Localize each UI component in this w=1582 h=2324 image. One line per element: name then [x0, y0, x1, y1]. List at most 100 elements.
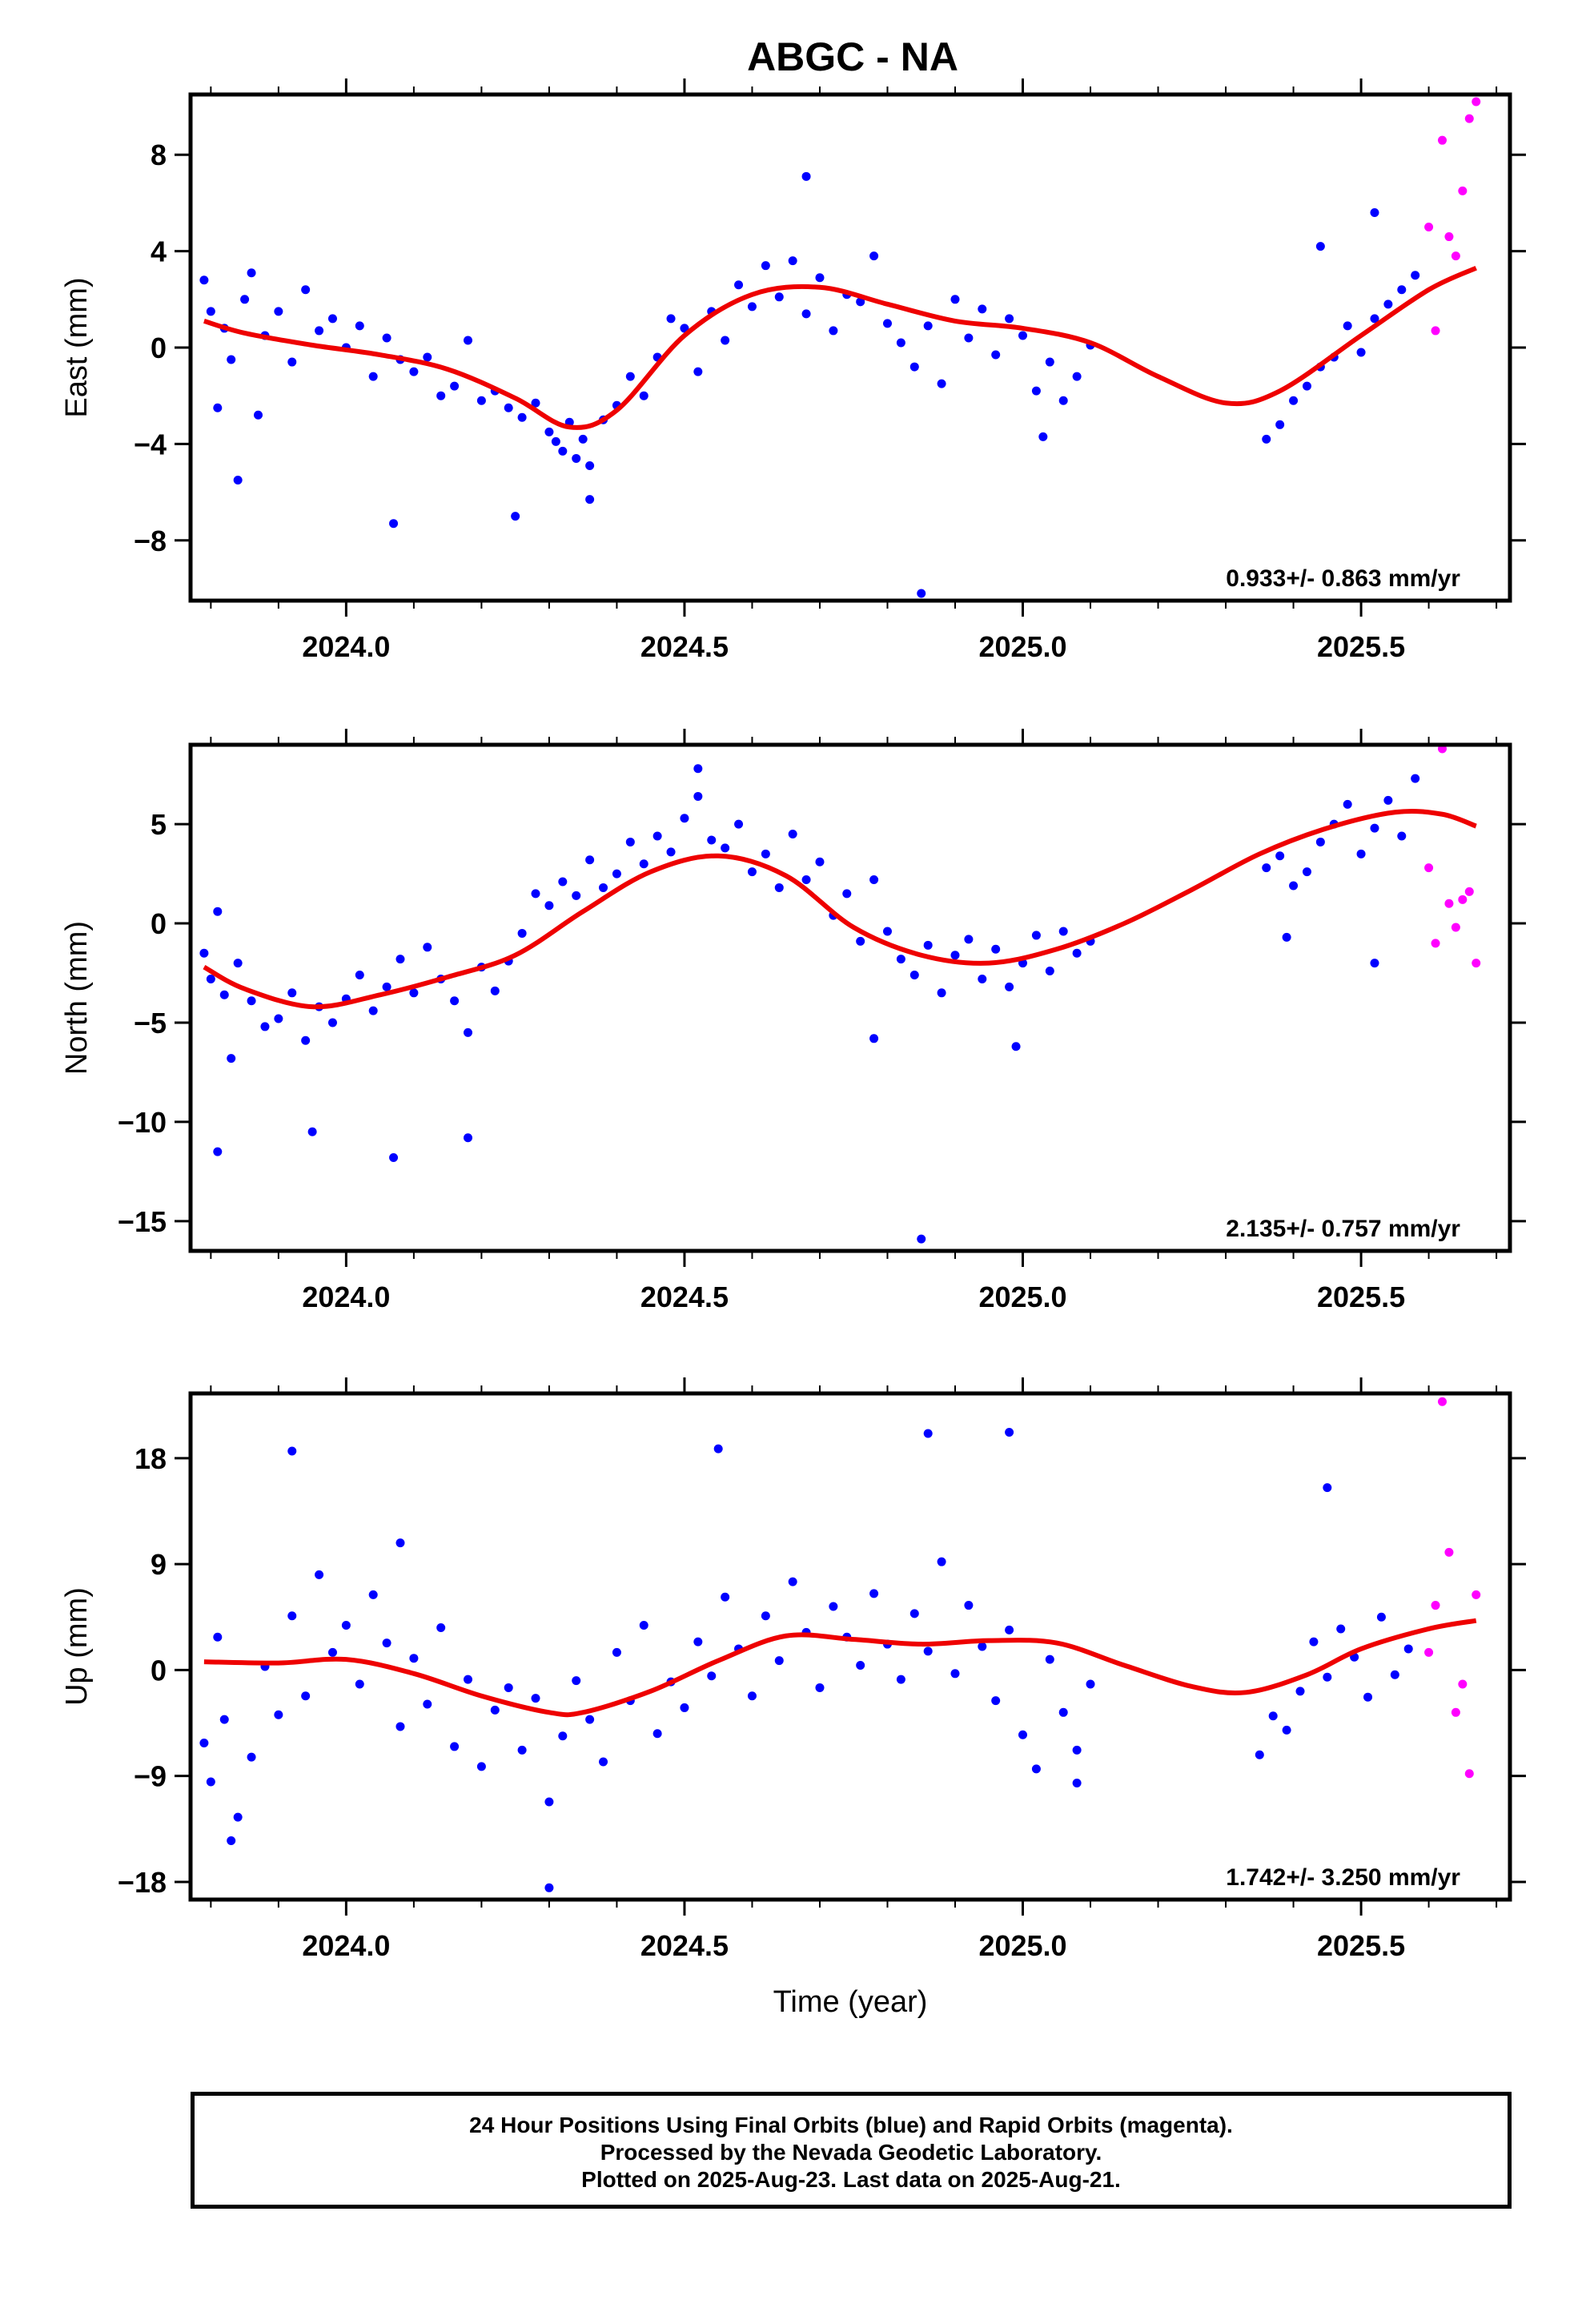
data-point-final — [774, 1656, 784, 1666]
data-point-final — [327, 314, 337, 324]
data-point-final — [213, 403, 223, 412]
y-tick-label: −15 — [118, 1205, 167, 1238]
data-point-final — [829, 326, 838, 336]
y-axis-label: North (mm) — [60, 921, 94, 1075]
data-point-final — [801, 309, 811, 319]
data-point-final — [464, 336, 473, 345]
data-point-final — [761, 1611, 770, 1621]
x-tick-label: 2025.5 — [1317, 1929, 1405, 1962]
data-point-final — [247, 1752, 256, 1762]
data-point-final — [206, 307, 215, 316]
data-point-final — [721, 1592, 730, 1602]
data-point-final — [1086, 1679, 1095, 1689]
data-point-final — [1072, 372, 1082, 381]
plot-frame — [188, 742, 1512, 1253]
data-point-final — [206, 974, 215, 983]
data-point-final — [909, 970, 919, 979]
data-point-final — [396, 955, 405, 964]
data-point-final — [558, 877, 568, 887]
data-point-final — [1323, 1672, 1332, 1682]
data-point-final — [1031, 931, 1041, 940]
data-point-final — [219, 990, 229, 999]
data-point-final — [937, 379, 946, 388]
data-point-final — [436, 391, 446, 400]
data-point-final — [260, 1022, 270, 1031]
data-point-final — [815, 857, 825, 866]
data-point-final — [937, 1557, 946, 1566]
data-point-final — [856, 1661, 865, 1671]
data-point-final — [409, 367, 419, 376]
data-point-final — [625, 837, 635, 846]
data-point-final — [213, 1147, 223, 1156]
x-tick-label: 2024.5 — [640, 1929, 729, 1962]
y-tick-label: 8 — [151, 139, 167, 171]
data-point-final — [585, 495, 595, 505]
data-point-final — [639, 859, 648, 869]
data-point-final — [355, 970, 364, 979]
data-point-final — [1376, 1612, 1386, 1622]
data-point-final — [1370, 207, 1379, 217]
data-point-final — [1045, 1655, 1054, 1664]
data-point-rapid — [1431, 326, 1440, 336]
data-point-final — [423, 352, 432, 362]
data-point-final — [396, 1538, 405, 1548]
y-tick-label: 0 — [151, 332, 167, 364]
data-point-rapid — [1464, 887, 1474, 896]
data-point-final — [815, 273, 825, 283]
data-point-final — [707, 835, 717, 845]
data-point-final — [869, 875, 879, 885]
data-point-rapid — [1444, 1547, 1454, 1557]
data-point-final — [368, 1006, 378, 1015]
data-point-final — [219, 1715, 229, 1724]
data-point-final — [991, 350, 1001, 360]
data-point-final — [287, 1611, 297, 1621]
data-point-final — [1058, 1707, 1068, 1717]
data-point-final — [964, 1601, 974, 1610]
data-point-final — [213, 907, 223, 916]
data-point-final — [1289, 396, 1299, 405]
data-point-final — [558, 446, 568, 456]
data-point-final — [896, 338, 905, 348]
data-point-final — [1323, 1483, 1332, 1493]
data-point-final — [199, 948, 209, 958]
data-point-final — [815, 1683, 825, 1692]
data-point-final — [1282, 1725, 1291, 1735]
data-point-final — [693, 1637, 703, 1647]
data-point-final — [747, 867, 757, 877]
data-point-final — [1031, 1764, 1041, 1774]
data-point-final — [233, 1812, 243, 1822]
data-point-final — [923, 1647, 933, 1656]
data-point-final — [923, 1429, 933, 1438]
y-tick-label: 0 — [151, 1654, 167, 1687]
data-point-final — [382, 333, 391, 343]
fit-curve — [203, 1618, 1477, 1718]
data-point-rapid — [1464, 1769, 1474, 1779]
data-point-final — [450, 996, 460, 1006]
data-point-final — [254, 410, 263, 420]
data-point-final — [1268, 1711, 1278, 1721]
data-point-final — [842, 889, 852, 899]
data-point-rapid — [1424, 1647, 1434, 1657]
data-point-final — [721, 336, 730, 345]
data-point-final — [774, 292, 784, 302]
data-point-final — [517, 412, 527, 422]
data-point-final — [1005, 1428, 1014, 1437]
data-point-final — [1309, 1637, 1319, 1647]
data-point-final — [409, 988, 419, 998]
data-point-final — [1302, 867, 1311, 877]
data-point-final — [1390, 1670, 1399, 1679]
data-point-final — [544, 427, 554, 436]
x-axis-label: Time (year) — [773, 1985, 928, 2019]
data-point-final — [307, 1127, 317, 1136]
data-point-final — [612, 1647, 621, 1657]
data-point-final — [1072, 1778, 1082, 1787]
data-point-rapid — [1458, 1679, 1468, 1689]
data-point-final — [1005, 1625, 1014, 1634]
data-point-final — [1058, 396, 1068, 405]
y-tick-label: −10 — [118, 1106, 167, 1139]
data-point-final — [693, 791, 703, 801]
data-point-final — [315, 1570, 324, 1579]
data-point-final — [1045, 357, 1054, 367]
data-point-final — [247, 268, 256, 278]
data-point-final — [774, 883, 784, 892]
